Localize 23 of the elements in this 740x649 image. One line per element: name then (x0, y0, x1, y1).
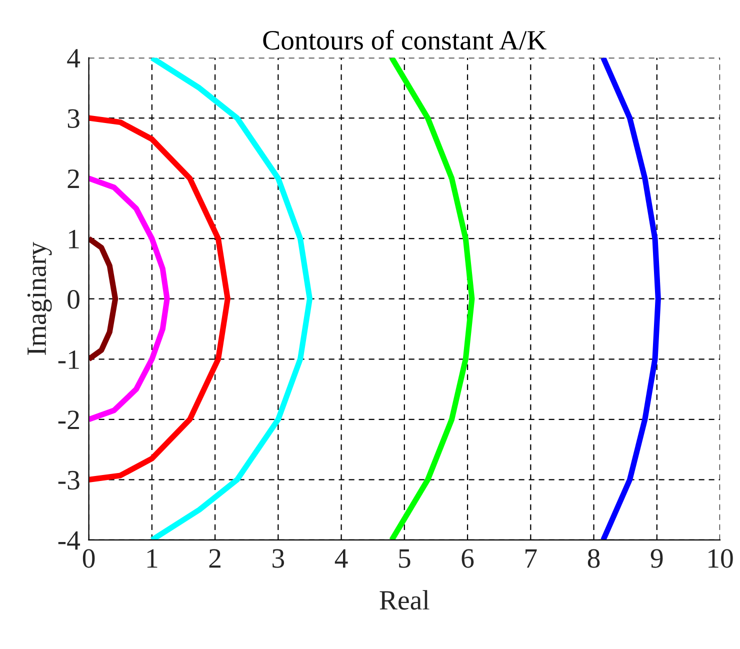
y-axis-title: Imaginary (27, 242, 52, 355)
x-tick-label: 4 (334, 549, 348, 568)
x-tick-label: 6 (462, 549, 474, 568)
x-tick-label: 7 (526, 549, 537, 568)
x-tick-label: 5 (399, 549, 410, 568)
x-tick-label: 1 (147, 549, 158, 568)
x-tick-label: 0 (82, 549, 95, 568)
y-tick-label: -4 (58, 531, 80, 550)
y-tick-label: -3 (58, 470, 80, 490)
y-tick-label: -1 (58, 350, 79, 369)
x-tick-label: 9 (650, 549, 663, 568)
y-tick-label: 2 (68, 170, 79, 188)
x-tick-label: 8 (588, 549, 600, 568)
y-tick-label: -2 (58, 410, 79, 430)
x-tick-label: 10 (708, 549, 733, 568)
x-tick-label: 3 (272, 549, 284, 568)
y-tick-label: 1 (69, 230, 79, 248)
chart-title: Contours of constant A/K (263, 30, 546, 50)
y-tick-label: 0 (68, 290, 80, 309)
y-tick-label: 4 (67, 49, 80, 68)
x-tick-label: 2 (209, 549, 220, 568)
y-tick-label: 3 (68, 109, 80, 128)
x-axis-title: Real (380, 590, 430, 610)
